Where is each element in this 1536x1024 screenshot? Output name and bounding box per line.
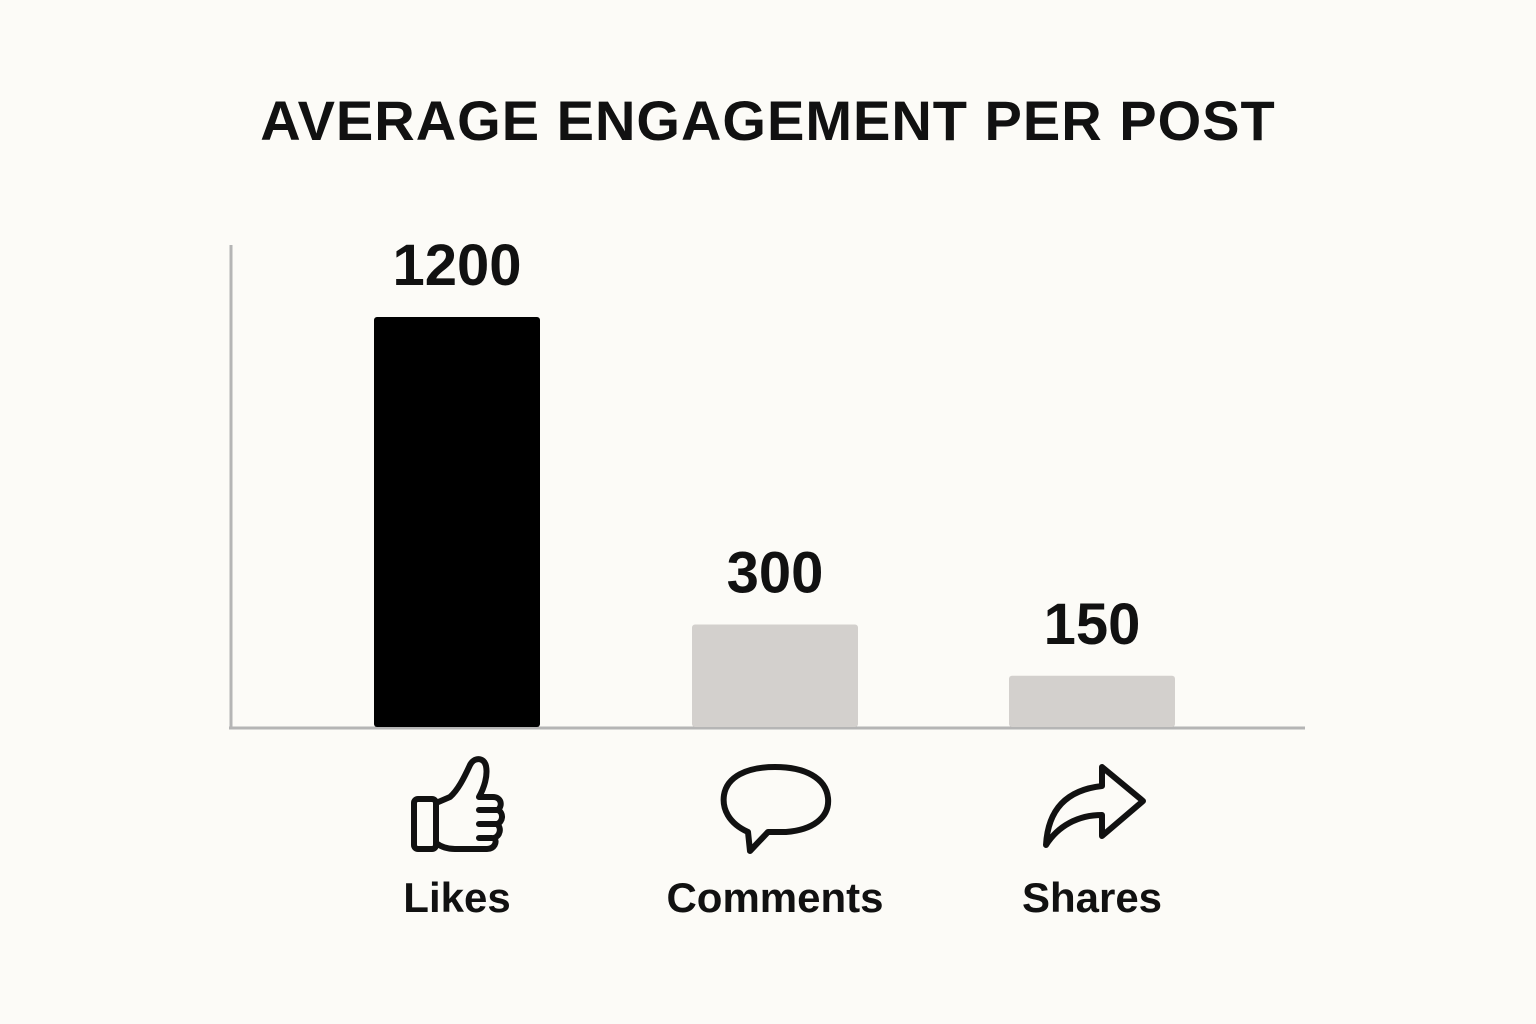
chart-axes	[229, 245, 1305, 730]
bars-group	[374, 317, 1175, 727]
speech-bubble-icon	[720, 764, 832, 854]
value-label-likes: 1200	[392, 233, 521, 298]
chart-title: AVERAGE ENGAGEMENT PER POST	[260, 89, 1276, 152]
value-label-shares: 150	[1044, 592, 1141, 657]
thumbs-up-icon	[411, 756, 505, 852]
bar-likes	[374, 317, 540, 727]
value-label-comments: 300	[727, 541, 824, 606]
bar-comments	[692, 624, 858, 727]
share-arrow-icon	[1043, 764, 1146, 848]
bar-shares	[1009, 675, 1175, 727]
category-labels-group: Likes Comments Shares	[403, 874, 1162, 921]
category-icons-group	[411, 756, 1146, 854]
category-label-likes: Likes	[403, 874, 510, 921]
value-labels-group: 1200 300 150	[392, 233, 1140, 657]
category-label-shares: Shares	[1022, 874, 1162, 921]
category-label-comments: Comments	[666, 874, 883, 921]
